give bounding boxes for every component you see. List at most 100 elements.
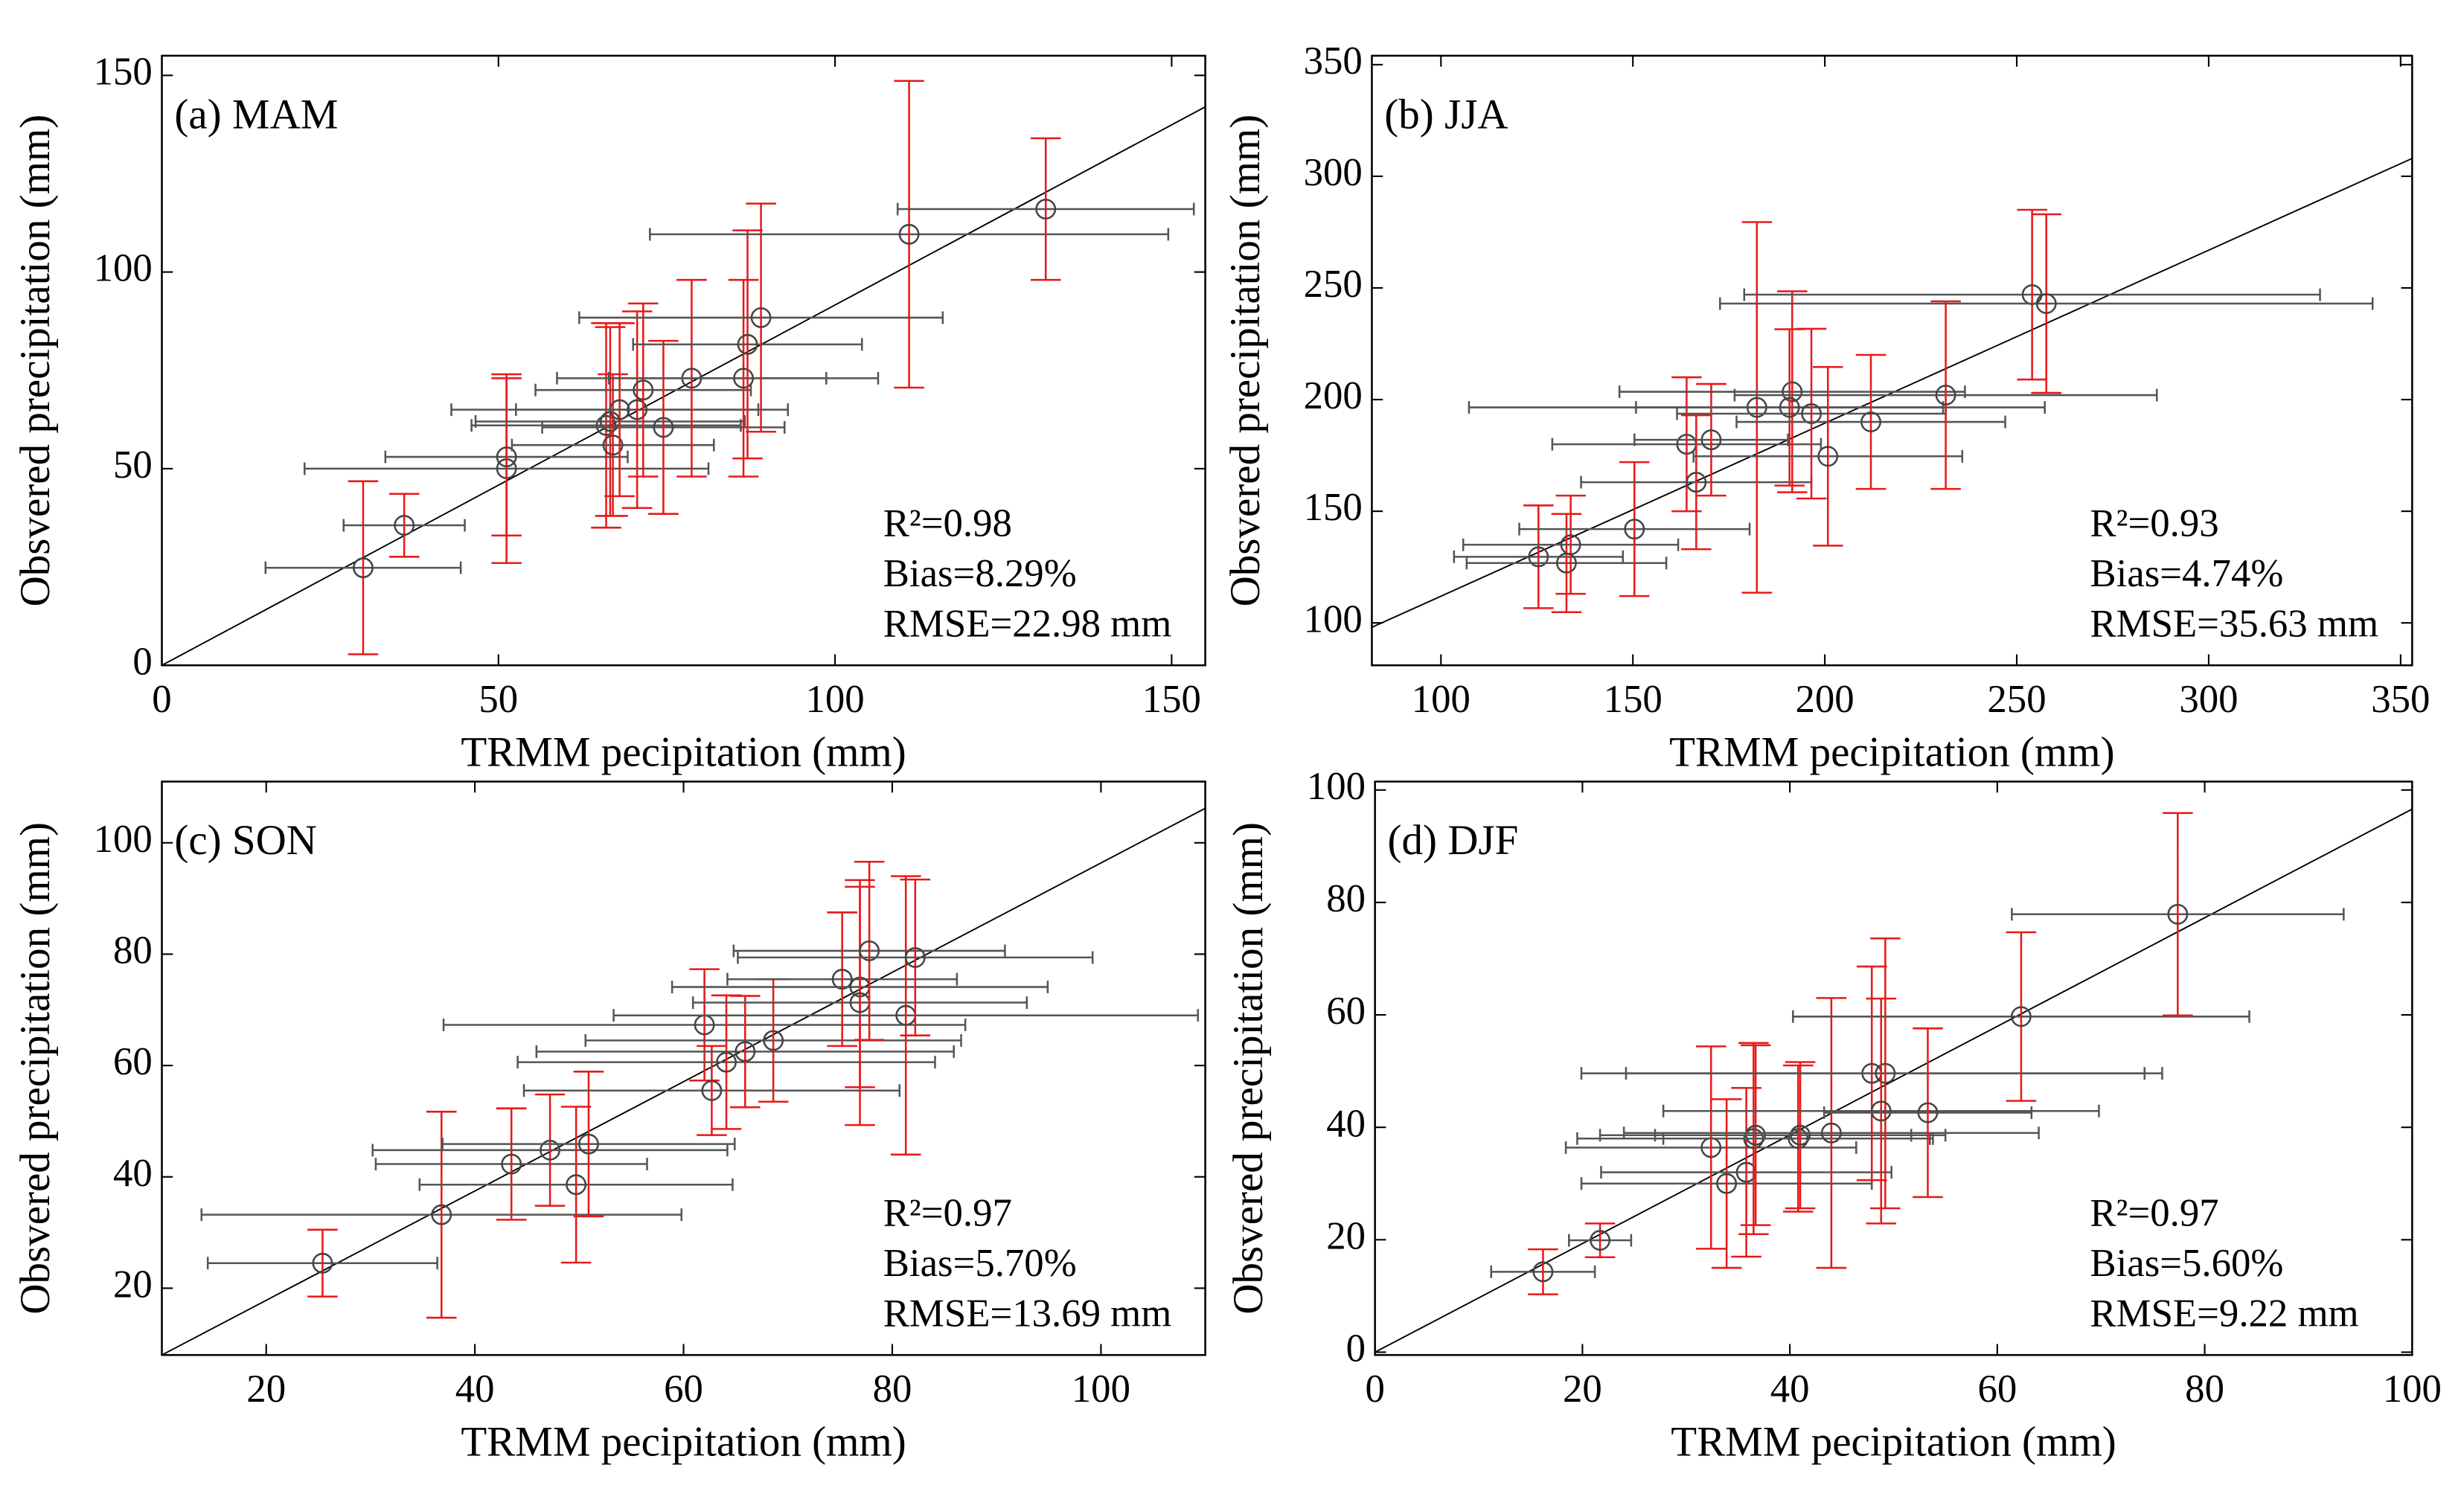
y-error-bar — [732, 229, 763, 460]
y-axis-label: Obsvered precipitation (mm) — [12, 822, 59, 1315]
x-tick-label: 200 — [1796, 678, 1855, 721]
point — [1624, 519, 1645, 540]
y-tick-label: 350 — [1304, 39, 1363, 83]
y-error-bar — [648, 339, 679, 515]
point — [312, 1252, 333, 1274]
y-error-bar — [890, 875, 921, 1156]
stat-annotation: RMSE=9.22 mm — [2090, 1292, 2358, 1336]
y-error-bar — [894, 80, 924, 389]
y-tick-label: 60 — [1326, 990, 1366, 1033]
point — [1782, 381, 1803, 403]
x-tick-label: 150 — [1604, 678, 1663, 721]
y-tick-label: 20 — [1326, 1214, 1366, 1257]
y-tick-label: 100 — [1307, 765, 1366, 808]
y-error-bar — [2017, 208, 2047, 381]
y-error-bar — [697, 1045, 727, 1136]
y-error-bar — [426, 1110, 457, 1319]
point — [1716, 1173, 1738, 1194]
x-tick-label: 150 — [1142, 678, 1201, 721]
y-tick-label: 300 — [1304, 151, 1363, 194]
x-tick-label: 350 — [2371, 678, 2430, 721]
panel-title: (d) DJF — [1388, 817, 1519, 864]
y-error-bar — [2006, 931, 2037, 1102]
fit-line — [1375, 808, 2413, 1353]
y-error-bar — [388, 493, 420, 558]
stat-annotation: RMSE=13.69 mm — [883, 1292, 1172, 1336]
point — [578, 1133, 599, 1155]
stat-annotation: RMSE=35.63 mm — [2090, 603, 2378, 646]
x-tick-label: 20 — [1563, 1368, 1602, 1411]
y-error-bar — [900, 878, 931, 1036]
point — [1935, 385, 1956, 405]
y-error-bar — [1870, 937, 1901, 1210]
point — [1035, 199, 1057, 219]
point — [1875, 1062, 1896, 1084]
y-error-bar — [1816, 997, 1847, 1269]
y-tick-label: 250 — [1304, 263, 1363, 306]
stat-annotation: R²=0.97 — [2090, 1191, 2218, 1234]
y-error-bar — [728, 278, 759, 478]
point — [1590, 1230, 1611, 1251]
y-error-bar — [491, 377, 522, 537]
y-error-bar — [1555, 494, 1586, 595]
stat-annotation: Bias=4.74% — [2090, 552, 2283, 595]
panel-title: (b) JJA — [1384, 91, 1508, 138]
stat-annotation: R²=0.97 — [883, 1191, 1012, 1234]
y-error-bar — [2163, 812, 2193, 1017]
point — [1788, 1128, 1809, 1150]
y-error-bar — [496, 1107, 527, 1221]
y-tick-label: 100 — [1304, 597, 1363, 641]
y-error-bar — [854, 860, 885, 1041]
y-tick-label: 200 — [1304, 374, 1363, 417]
point — [633, 379, 654, 401]
x-axis-label: TRMM pecipitation (mm) — [1669, 729, 2114, 776]
panel-title: (a) MAM — [174, 91, 338, 138]
point — [431, 1204, 452, 1225]
point — [1700, 429, 1722, 451]
point — [2167, 903, 2189, 925]
y-axis-label: Obsvered precipitation (mm) — [12, 115, 59, 607]
point — [904, 946, 926, 968]
y-error-bar — [1812, 365, 1843, 547]
y-tick-label: 0 — [1346, 1327, 1366, 1370]
y-error-bar — [1776, 290, 1808, 493]
y-error-bar — [307, 1228, 338, 1298]
x-tick-label: 100 — [805, 678, 864, 721]
y-tick-label: 150 — [1304, 486, 1363, 529]
y-tick-label: 40 — [1326, 1102, 1366, 1145]
y-tick-label: 100 — [94, 247, 153, 290]
point — [859, 940, 880, 961]
point — [540, 1139, 561, 1161]
y-error-bar — [534, 1093, 566, 1207]
x-axis-label: TRMM pecipitation (mm) — [461, 1419, 906, 1466]
y-error-bar — [1796, 327, 1827, 500]
x-tick-label: 20 — [246, 1368, 286, 1411]
point — [733, 368, 754, 389]
point — [595, 414, 617, 436]
y-error-bar — [1782, 1064, 1814, 1213]
x-tick-label: 40 — [455, 1368, 495, 1411]
y-tick-label: 40 — [113, 1152, 153, 1195]
y-axis-label: Obsvered precipitation (mm) — [1222, 115, 1269, 607]
point — [1817, 446, 1839, 467]
point — [1801, 403, 1822, 424]
x-tick-label: 0 — [152, 678, 171, 721]
x-tick-label: 80 — [873, 1368, 912, 1411]
y-error-bar — [573, 1071, 604, 1218]
stat-annotation: Bias=5.70% — [883, 1242, 1077, 1285]
point — [496, 446, 517, 467]
plot-frame — [161, 54, 1206, 667]
point — [763, 1030, 784, 1051]
y-axis-label: Obsvered precipitation (mm) — [1225, 822, 1272, 1315]
y-error-bar — [1913, 1027, 1943, 1199]
x-tick-label: 80 — [2185, 1368, 2224, 1411]
y-error-bar — [1695, 1045, 1727, 1250]
y-tick-label: 100 — [94, 818, 153, 861]
y-tick-label: 150 — [94, 50, 153, 93]
stat-annotation: R²=0.98 — [883, 501, 1012, 545]
x-tick-label: 0 — [1365, 1368, 1384, 1411]
x-tick-label: 60 — [664, 1368, 703, 1411]
panel-title: (c) SON — [174, 817, 317, 864]
point — [1779, 397, 1800, 418]
